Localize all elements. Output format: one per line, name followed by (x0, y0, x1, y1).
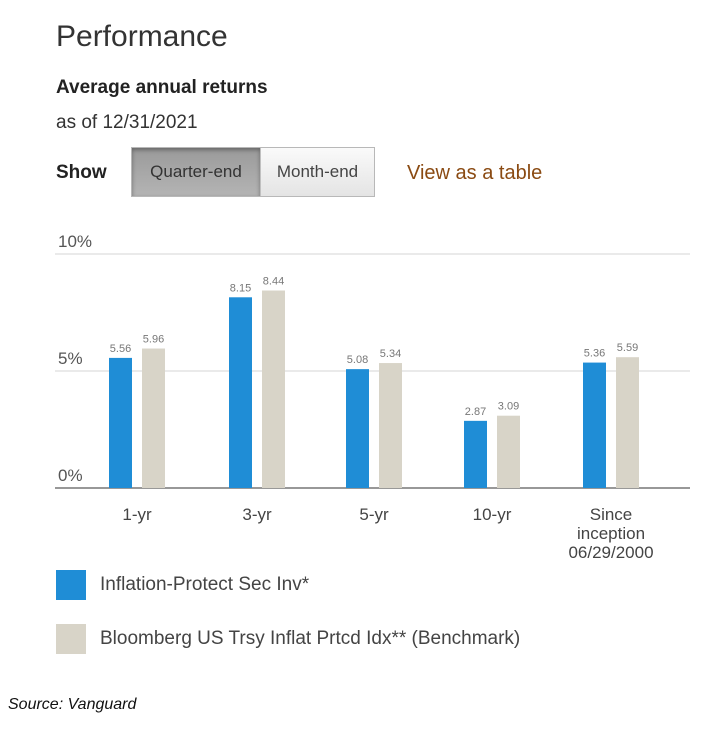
value-label: 5.96 (143, 334, 164, 346)
value-label: 8.44 (263, 276, 284, 288)
returns-bar-chart: 0% 5% 10% 5.56 8.15 5.08 2.87 5.36 5.96 8.44 5.34 3… (55, 232, 690, 560)
y-tick-label: 10% (58, 232, 92, 251)
as-of-date: as of 12/31/2021 (56, 112, 198, 133)
bar-benchmark (616, 357, 639, 488)
page-title: Performance (56, 20, 228, 53)
quarter-end-button[interactable]: Quarter-end (132, 148, 260, 196)
bar-benchmark (142, 348, 165, 488)
x-tick-label: Since inception 06/29/2000 (568, 505, 653, 560)
view-as-table-link[interactable]: View as a table (407, 162, 543, 184)
bar-fund (229, 297, 252, 488)
show-label: Show (56, 162, 107, 183)
value-label: 5.56 (110, 343, 131, 355)
month-end-button[interactable]: Month-end (260, 148, 374, 196)
value-label: 8.15 (230, 282, 251, 294)
value-label: 5.34 (380, 348, 401, 360)
x-tick-label: 3-yr (242, 505, 272, 524)
source-note: Source: Vanguard (8, 696, 137, 713)
value-label: 5.59 (617, 342, 638, 354)
legend-label-benchmark: Bloomberg US Trsy Inflat Prtcd Idx** (Be… (100, 628, 521, 649)
value-label: 5.36 (584, 348, 605, 360)
value-label: 5.08 (347, 354, 368, 366)
y-tick-label: 0% (58, 466, 83, 485)
bar-benchmark (262, 290, 285, 488)
bar-benchmark (379, 363, 402, 488)
legend-swatch-benchmark (56, 624, 86, 654)
bar-fund (583, 362, 606, 488)
legend-swatch-fund (56, 570, 86, 600)
legend-item-fund: Inflation-Protect Sec Inv* (56, 570, 309, 600)
chart-subtitle: Average annual returns (56, 77, 268, 98)
value-label: 2.87 (465, 406, 486, 418)
bar-fund (464, 420, 487, 488)
period-toggle: Quarter-end Month-end (131, 147, 375, 197)
bar-fund (109, 357, 132, 488)
legend-label-fund: Inflation-Protect Sec Inv* (100, 574, 310, 595)
x-tick-label: 10-yr (473, 505, 512, 524)
bar-fund (346, 369, 369, 488)
bar-benchmark (497, 415, 520, 488)
x-tick-label: 5-yr (359, 505, 389, 524)
legend-item-benchmark: Bloomberg US Trsy Inflat Prtcd Idx** (Be… (56, 624, 520, 654)
y-tick-label: 5% (58, 349, 83, 368)
value-label: 3.09 (498, 401, 519, 413)
x-tick-label: 1-yr (122, 505, 152, 524)
